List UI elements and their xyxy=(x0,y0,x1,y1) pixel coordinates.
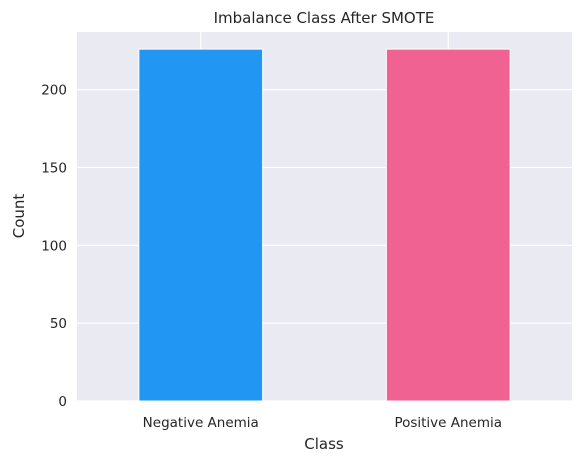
bars xyxy=(138,48,511,402)
y-tick-label: 50 xyxy=(50,316,67,332)
y-tick-label: 0 xyxy=(58,394,67,410)
x-tick-label: Positive Anemia xyxy=(394,415,502,431)
y-tick-label: 200 xyxy=(41,83,67,99)
y-tick-label: 100 xyxy=(41,238,67,254)
chart-title: Imbalance Class After SMOTE xyxy=(214,9,435,27)
y-axis-ticks: 0 50 100 150 200 xyxy=(41,83,67,410)
y-tick-label: 150 xyxy=(41,160,67,176)
bar-positive-anemia xyxy=(385,48,511,402)
x-axis-label: Class xyxy=(304,435,344,453)
x-axis-ticks: Negative Anemia Positive Anemia xyxy=(143,415,502,431)
y-axis-label: Count xyxy=(10,194,28,239)
bar-negative-anemia xyxy=(138,48,264,402)
x-tick-label: Negative Anemia xyxy=(143,415,259,431)
